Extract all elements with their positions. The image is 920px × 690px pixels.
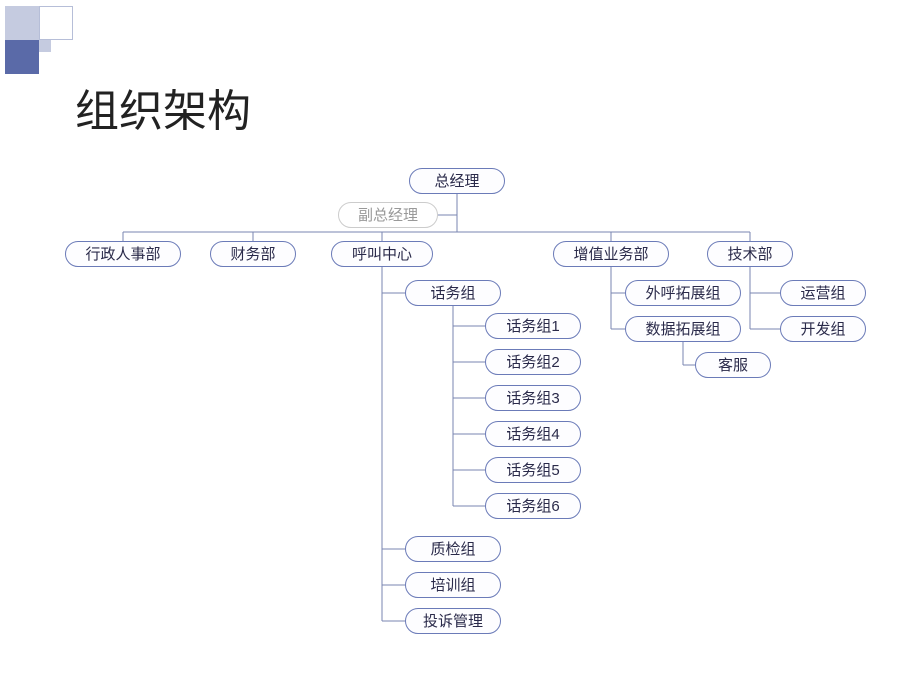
org-node-cs: 客服 bbox=[695, 352, 771, 378]
slide-title: 组织架构 bbox=[75, 75, 251, 139]
org-node-fin: 财务部 bbox=[210, 241, 296, 267]
org-node-ops: 运营组 bbox=[780, 280, 866, 306]
org-node-s5: 话务组5 bbox=[485, 457, 581, 483]
org-node-s4: 话务组4 bbox=[485, 421, 581, 447]
org-node-compl: 投诉管理 bbox=[405, 608, 501, 634]
deco-sq-4 bbox=[39, 40, 51, 52]
org-node-s2: 话务组2 bbox=[485, 349, 581, 375]
deco-sq-1 bbox=[5, 6, 39, 40]
org-node-tech: 技术部 bbox=[707, 241, 793, 267]
org-node-cc: 呼叫中心 bbox=[331, 241, 433, 267]
org-node-vas: 增值业务部 bbox=[553, 241, 669, 267]
org-node-deputy: 副总经理 bbox=[338, 202, 438, 228]
org-node-qc: 质检组 bbox=[405, 536, 501, 562]
org-node-svc: 话务组 bbox=[405, 280, 501, 306]
deco-sq-3 bbox=[5, 40, 39, 74]
org-node-s3: 话务组3 bbox=[485, 385, 581, 411]
org-node-dev: 开发组 bbox=[780, 316, 866, 342]
org-node-hr: 行政人事部 bbox=[65, 241, 181, 267]
org-node-train: 培训组 bbox=[405, 572, 501, 598]
deco-sq-2 bbox=[39, 6, 73, 40]
org-node-out: 外呼拓展组 bbox=[625, 280, 741, 306]
org-node-gm: 总经理 bbox=[409, 168, 505, 194]
org-node-s1: 话务组1 bbox=[485, 313, 581, 339]
org-node-data: 数据拓展组 bbox=[625, 316, 741, 342]
org-node-s6: 话务组6 bbox=[485, 493, 581, 519]
